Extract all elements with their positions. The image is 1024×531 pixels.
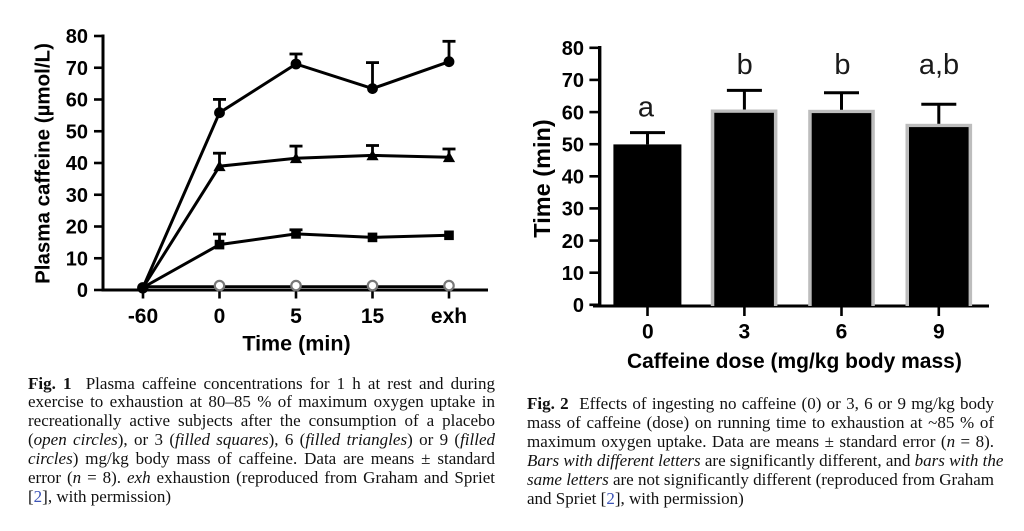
svg-text:9: 9	[933, 320, 945, 343]
svg-text:80: 80	[66, 26, 88, 48]
svg-text:30: 30	[66, 185, 88, 207]
svg-text:50: 50	[562, 134, 584, 156]
svg-text:0: 0	[77, 280, 88, 302]
svg-text:a,b: a,b	[919, 49, 959, 81]
svg-text:70: 70	[562, 70, 584, 92]
svg-text:3: 3	[739, 320, 751, 343]
svg-text:50: 50	[66, 121, 88, 143]
svg-text:40: 40	[562, 167, 584, 189]
svg-text:6: 6	[836, 320, 848, 343]
svg-text:80: 80	[562, 38, 584, 60]
svg-text:0: 0	[214, 305, 226, 328]
svg-text:b: b	[737, 49, 753, 81]
svg-text:0: 0	[573, 295, 584, 317]
svg-text:10: 10	[66, 248, 88, 270]
svg-text:a: a	[638, 92, 655, 124]
svg-text:-60: -60	[128, 305, 158, 328]
svg-text:exh: exh	[431, 305, 467, 328]
svg-text:Time (min): Time (min)	[242, 332, 350, 356]
svg-text:30: 30	[562, 199, 584, 221]
svg-text:Caffeine dose (mg/kg body mass: Caffeine dose (mg/kg body mass)	[627, 350, 962, 373]
svg-text:5: 5	[290, 305, 302, 328]
svg-text:Plasma caffeine (µmol/L): Plasma caffeine (µmol/L)	[32, 43, 55, 284]
svg-text:10: 10	[562, 263, 584, 285]
svg-text:Time (min): Time (min)	[529, 119, 555, 237]
svg-text:20: 20	[562, 231, 584, 253]
svg-text:0: 0	[642, 320, 654, 343]
svg-text:20: 20	[66, 217, 88, 239]
svg-text:40: 40	[66, 153, 88, 175]
svg-text:70: 70	[66, 58, 88, 80]
svg-text:15: 15	[361, 305, 385, 328]
svg-text:60: 60	[66, 90, 88, 112]
svg-text:60: 60	[562, 102, 584, 124]
svg-text:b: b	[834, 49, 850, 81]
